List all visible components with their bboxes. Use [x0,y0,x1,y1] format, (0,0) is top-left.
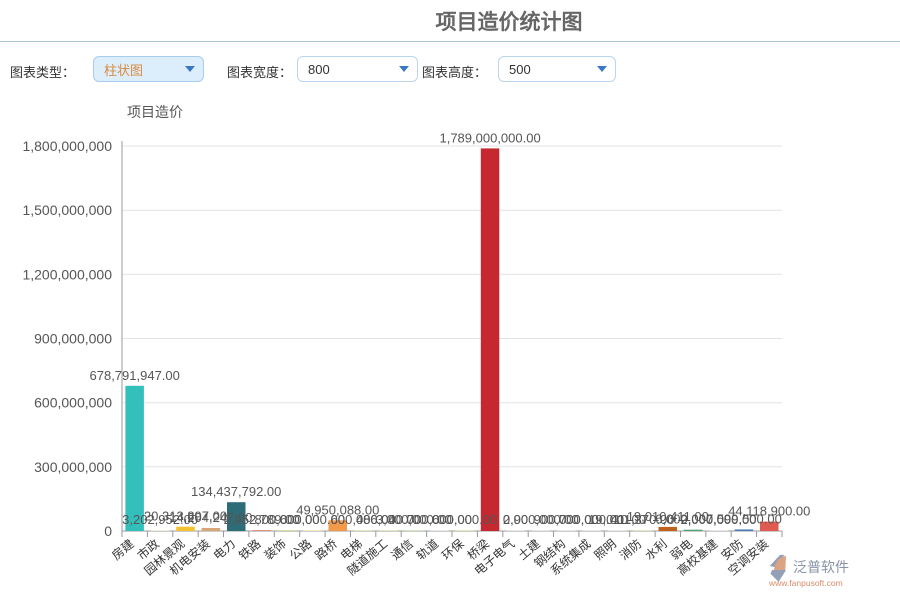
svg-text:678,791,947.00: 678,791,947.00 [90,368,180,383]
svg-text:水利: 水利 [642,537,669,563]
svg-text:电力: 电力 [211,537,238,563]
svg-text:环保: 环保 [439,537,466,563]
svg-text:项目造价: 项目造价 [127,104,183,120]
svg-text:600,000,000: 600,000,000 [34,395,112,411]
svg-text:www.fanpusoft.com: www.fanpusoft.com [768,578,843,588]
svg-text:900,000,000: 900,000,000 [34,331,112,347]
svg-text:0: 0 [104,523,112,539]
svg-text:房建: 房建 [109,536,137,563]
svg-text:600,000.00: 600,000.00 [432,512,497,527]
svg-text:消防: 消防 [616,536,644,563]
svg-text:装饰: 装饰 [262,537,289,563]
svg-text:300,000,000: 300,000,000 [34,459,112,475]
svg-text:1,200,000,000: 1,200,000,000 [22,266,112,282]
svg-text:通信: 通信 [388,537,415,563]
svg-text:44,118,900.00: 44,118,900.00 [728,504,810,519]
svg-text:轨道: 轨道 [414,537,441,563]
svg-text:泛普软件: 泛普软件 [793,559,849,575]
svg-text:铁路: 铁路 [235,536,263,563]
svg-text:路桥: 路桥 [312,536,340,563]
svg-text:1,500,000,000: 1,500,000,000 [22,202,112,218]
svg-text:1,789,000,000.00: 1,789,000,000.00 [439,130,540,145]
svg-text:134,437,792.00: 134,437,792.00 [191,484,281,499]
svg-text:照明: 照明 [592,537,619,563]
svg-text:1,800,000,000: 1,800,000,000 [22,138,112,154]
svg-text:公路: 公路 [286,536,314,563]
